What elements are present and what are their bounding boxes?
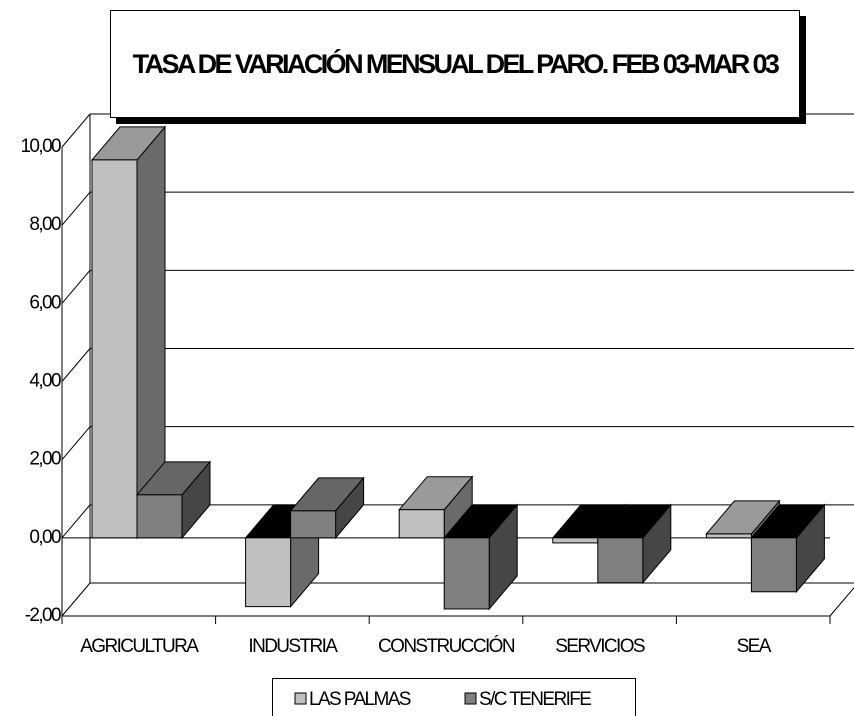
grid-line <box>61 270 91 304</box>
x-tick-label: SEA <box>737 636 772 657</box>
bar <box>552 537 599 544</box>
bar <box>290 510 337 539</box>
x-tick-label: INDUSTRIA <box>248 636 338 657</box>
y-tick-label: 6,00 <box>29 292 61 313</box>
y-tick-label: 4,00 <box>29 371 61 392</box>
bar <box>597 537 644 584</box>
grid-line <box>61 348 91 382</box>
y-tick-label: -2,00 <box>25 605 61 626</box>
x-tick-label: SERVICIOS <box>555 636 645 657</box>
y-tick-label: 10,00 <box>20 136 61 157</box>
grid-line <box>61 113 91 148</box>
grid-line <box>61 191 91 226</box>
y-tick-label: 8,00 <box>29 214 61 235</box>
legend-swatch <box>464 692 477 705</box>
grid-line <box>61 426 91 460</box>
bar <box>245 537 292 608</box>
legend-label: LAS PALMAS <box>309 689 411 710</box>
grid-line <box>61 582 91 617</box>
chart-title: TASA DE VARIACIÓN MENSUAL DEL PARO. FEB … <box>110 10 800 118</box>
legend-label: S/C TENERIFE <box>479 689 591 710</box>
bar <box>91 159 138 539</box>
x-tick-label: AGRICULTURA <box>80 636 199 657</box>
y-tick-label: 2,00 <box>29 449 61 470</box>
bar <box>443 537 490 610</box>
legend: LAS PALMAS S/C TENERIFE <box>272 678 636 716</box>
bar <box>750 537 797 593</box>
bar <box>136 494 183 539</box>
y-tick-label: 0,00 <box>29 527 61 548</box>
legend-swatch <box>294 692 307 705</box>
x-tick-label: CONSTRUCCIÓN <box>378 635 515 657</box>
grid-line <box>61 504 91 539</box>
bar <box>705 533 752 539</box>
bar <box>398 509 445 539</box>
axis-line <box>829 586 854 617</box>
